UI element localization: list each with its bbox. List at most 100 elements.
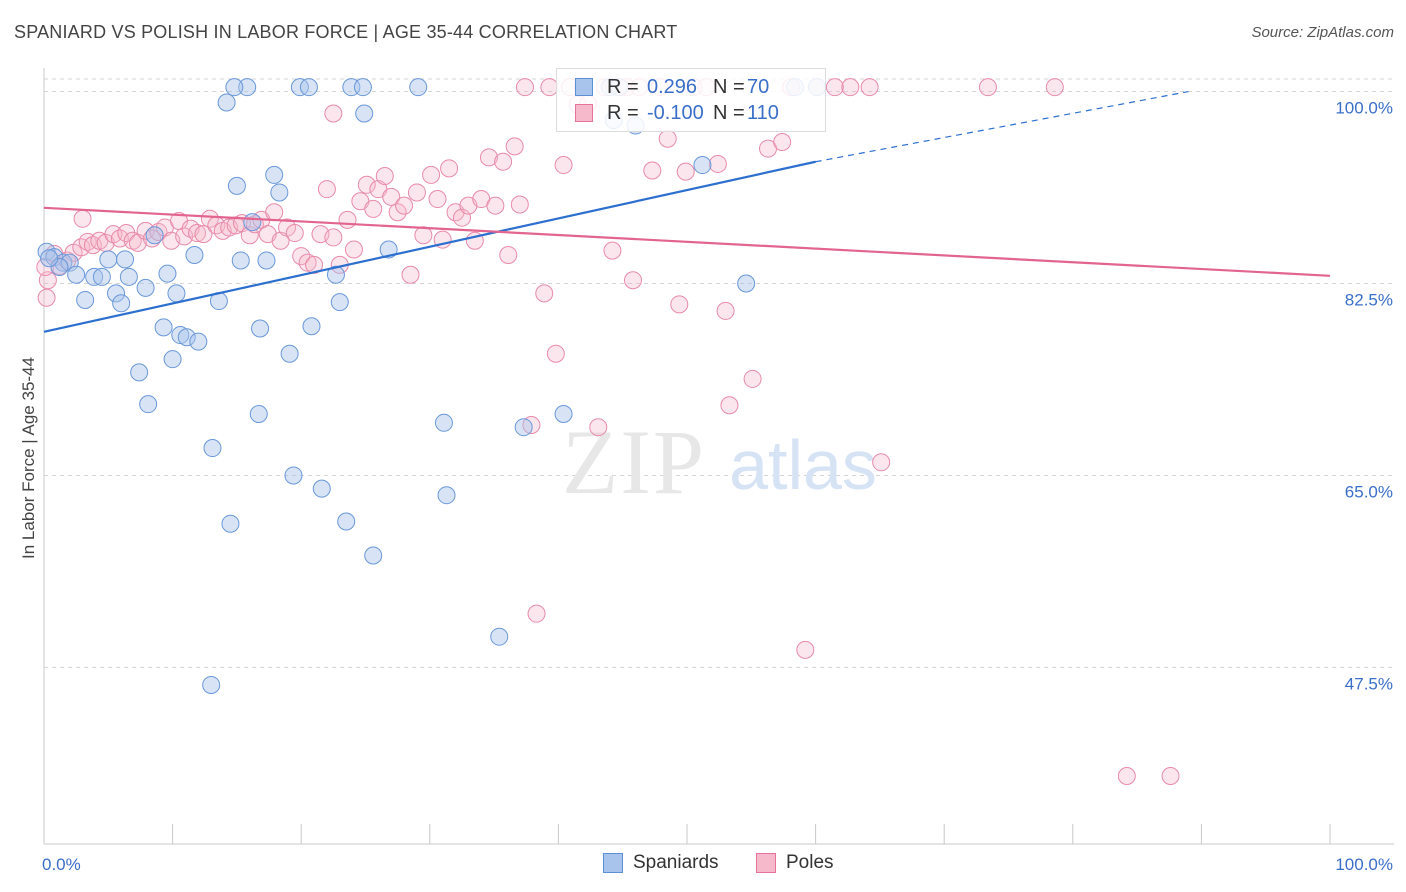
spaniards-trend-extension (815, 90, 1189, 163)
spaniards-point (99, 250, 118, 269)
spaniards-point (85, 267, 104, 286)
legend-row-spaniards: R = 0.296 N = 70 (575, 75, 769, 99)
x-tick-label: 0.0% (42, 855, 81, 874)
poles-point (510, 195, 529, 214)
poles-point (505, 137, 524, 156)
spaniards-point (490, 627, 509, 646)
poles-point (494, 152, 513, 171)
poles-point (401, 265, 420, 284)
spaniards-point (145, 226, 164, 245)
bottom-legend-poles: Poles (756, 852, 834, 874)
spaniards-point (40, 249, 59, 268)
poles-point (117, 224, 136, 243)
poles-point (499, 245, 518, 264)
poles-point (38, 271, 57, 290)
poles-point (643, 161, 662, 180)
spaniards-point (119, 267, 138, 286)
poles-point (37, 288, 56, 307)
poles-point (395, 196, 414, 215)
r-label: R = (607, 101, 639, 124)
watermark-zip: ZIP (562, 411, 706, 513)
poles-point (338, 210, 357, 229)
spaniards-point (177, 328, 196, 347)
spaniards-point (231, 251, 250, 270)
spaniards-point (167, 284, 186, 303)
poles-point (978, 78, 997, 97)
spaniards-point (437, 486, 456, 505)
poles-point (623, 271, 642, 290)
spaniards-point (203, 439, 222, 458)
spaniards-trend-line (43, 160, 816, 333)
spaniards-point (265, 165, 284, 184)
spaniards-point (189, 332, 208, 351)
spaniards-point (290, 78, 309, 97)
poles-point (841, 78, 860, 97)
poles-point (603, 241, 622, 260)
poles-point (298, 253, 317, 272)
spaniards-point (107, 284, 126, 303)
poles-point (200, 209, 219, 228)
source-label: Source: ZipAtlas.com (1251, 24, 1394, 41)
spaniards-point (353, 78, 372, 97)
spaniards-point (217, 93, 236, 112)
spaniards-point (185, 245, 204, 264)
poles-point (1117, 766, 1136, 785)
watermark-atlas: atlas (729, 426, 877, 504)
bottom-legend-spaniards: Spaniards (603, 852, 719, 874)
spaniards-point (116, 250, 135, 269)
poles-point (344, 240, 363, 259)
spaniards-point (270, 183, 289, 202)
poles-legend-label: Poles (786, 852, 834, 873)
spaniards-point (238, 78, 257, 97)
poles-point (324, 104, 343, 123)
y-tick-label: 100.0% (1335, 99, 1393, 118)
poles-point (73, 209, 92, 228)
poles-point (720, 396, 739, 415)
poles-legend-swatch (756, 853, 776, 873)
spaniards-point (158, 264, 177, 283)
spaniards-point (202, 675, 221, 694)
poles-point (364, 199, 383, 218)
spaniards-point (330, 293, 349, 312)
spaniards-point (251, 319, 270, 338)
poles-point (486, 196, 505, 215)
poles-point (589, 418, 608, 437)
poles-point (670, 295, 689, 314)
spaniards-point (76, 290, 95, 309)
poles-point (708, 154, 727, 173)
spaniards-point (163, 350, 182, 369)
poles-r-value: -0.100 (647, 101, 704, 124)
poles-n-value: 110 (747, 101, 779, 124)
poles-point (271, 231, 290, 250)
poles-point (188, 224, 207, 243)
spaniards-point (302, 317, 321, 336)
poles-point (743, 369, 762, 388)
poles-point (136, 221, 155, 240)
axes (43, 68, 1394, 845)
poles-point (872, 453, 891, 472)
poles-swatch (575, 104, 593, 122)
spaniards-point (139, 395, 158, 414)
poles-point (382, 187, 401, 206)
spaniards-point (355, 104, 374, 123)
poles-point (676, 162, 695, 181)
poles-point (515, 78, 534, 97)
spaniards-point (337, 512, 356, 531)
poles-point (357, 175, 376, 194)
spaniards-point (284, 466, 303, 485)
poles-point (825, 78, 844, 97)
spaniards-n-value: 70 (747, 75, 770, 98)
trend-lines (43, 90, 1331, 333)
tick-labels: 47.5% 65.0% 82.5% 100.0% 0.0% 100.0% (42, 99, 1393, 874)
poles-point (716, 301, 735, 320)
poles-point (388, 203, 407, 222)
spaniards-point (154, 318, 173, 337)
n-label: N = (713, 101, 745, 124)
poles-point (414, 226, 433, 245)
spaniards-point (514, 418, 533, 437)
y-tick-label: 47.5% (1345, 674, 1393, 693)
poles-point (440, 159, 459, 178)
spaniards-point (225, 78, 244, 97)
spaniards-point (434, 413, 453, 432)
